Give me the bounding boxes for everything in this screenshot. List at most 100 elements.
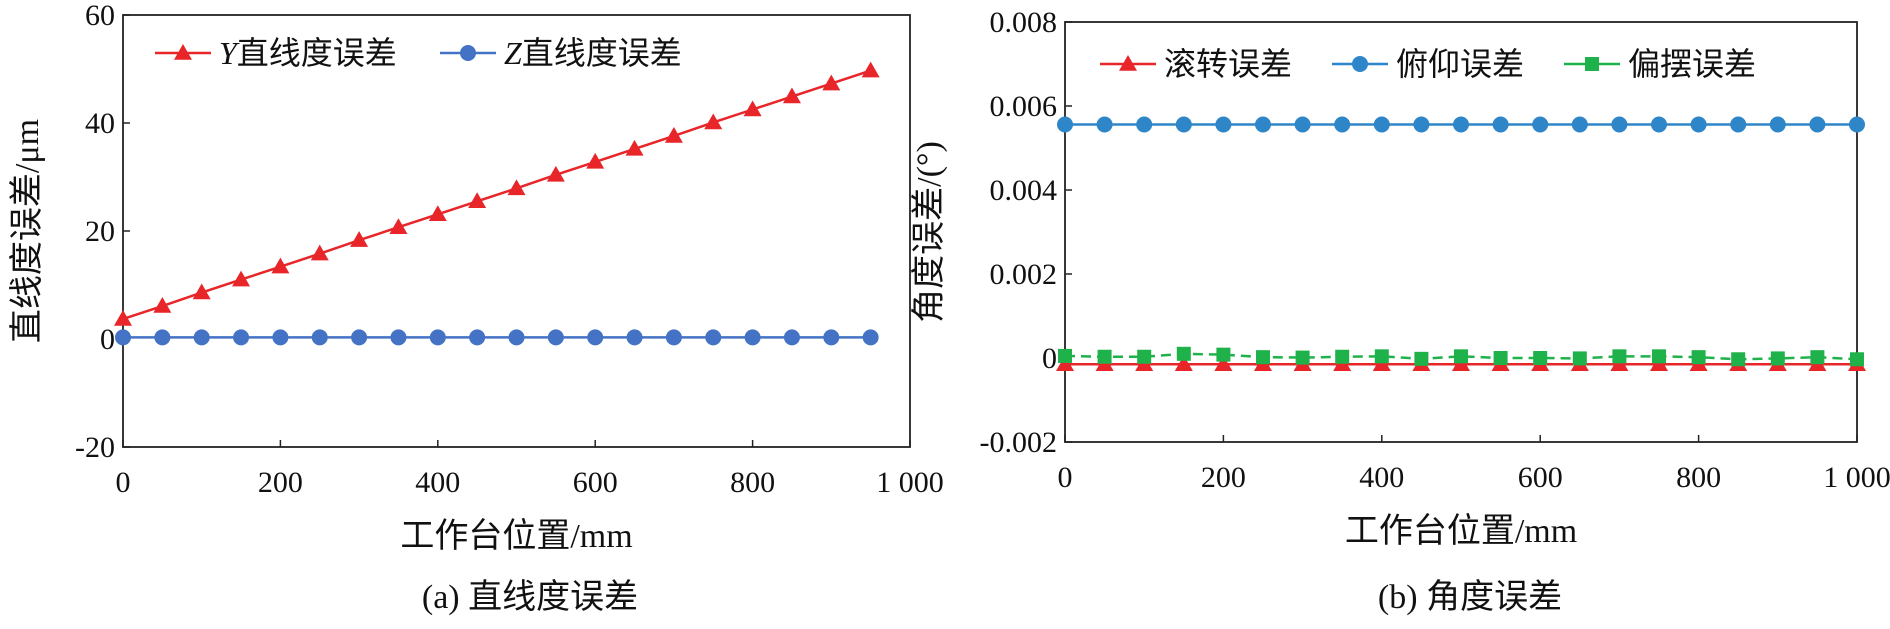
data-point bbox=[587, 329, 604, 346]
legend-marker bbox=[1352, 56, 1368, 72]
data-point bbox=[428, 205, 447, 222]
legend: 滚转误差 俯仰误差 偏摆误差 bbox=[1100, 46, 1756, 82]
data-point bbox=[1413, 116, 1430, 133]
data-point bbox=[1850, 352, 1864, 367]
data-point bbox=[507, 179, 526, 196]
data-point bbox=[272, 329, 289, 346]
data-point bbox=[586, 152, 605, 169]
data-point bbox=[1215, 116, 1232, 133]
y-tick-label: 0.002 bbox=[990, 258, 1058, 291]
chart-caption: (b) 角度误差 bbox=[1378, 578, 1562, 616]
data-point bbox=[1058, 348, 1072, 363]
data-point bbox=[1730, 116, 1747, 133]
series-1 bbox=[114, 61, 880, 326]
legend-marker bbox=[1119, 55, 1137, 71]
data-point bbox=[1374, 349, 1389, 364]
data-point bbox=[1373, 116, 1390, 133]
legend-marker bbox=[174, 44, 192, 60]
data-point bbox=[1453, 116, 1469, 133]
legend-label-rest: 直线度误差 bbox=[237, 35, 397, 71]
data-point bbox=[192, 283, 211, 300]
data-point bbox=[311, 329, 328, 346]
data-point bbox=[1214, 355, 1233, 372]
series-line bbox=[1064, 352, 1858, 361]
x-tick-label: 0 bbox=[116, 466, 131, 499]
data-point bbox=[1334, 116, 1351, 133]
data-point bbox=[193, 329, 210, 346]
x-tick-label: 800 bbox=[1676, 461, 1721, 494]
data-point bbox=[1056, 355, 1074, 372]
x-tick-label: 1 000 bbox=[876, 466, 944, 499]
series-3 bbox=[1058, 346, 1864, 367]
legend-marker bbox=[1585, 57, 1599, 71]
data-point bbox=[1335, 349, 1350, 364]
data-point bbox=[1533, 351, 1548, 365]
data-point bbox=[1810, 350, 1825, 365]
data-point bbox=[1097, 349, 1112, 364]
legend-label-italic: Y bbox=[219, 35, 240, 71]
y-tick-label: 40 bbox=[85, 107, 115, 140]
series-2 bbox=[115, 329, 879, 346]
x-axis-title: 工作台位置/mm bbox=[1345, 512, 1577, 550]
data-point bbox=[310, 244, 329, 261]
data-point bbox=[861, 61, 880, 78]
data-point bbox=[665, 329, 682, 346]
data-point bbox=[1532, 116, 1549, 133]
data-point bbox=[1651, 116, 1667, 133]
y-tick-label: -20 bbox=[75, 431, 115, 464]
chart-caption: (a) 直线度误差 bbox=[422, 578, 638, 616]
data-point bbox=[114, 310, 132, 326]
data-point bbox=[743, 100, 762, 117]
x-tick-label: 1 000 bbox=[1823, 461, 1890, 494]
y-tick-label: 0 bbox=[100, 323, 115, 356]
data-point bbox=[1256, 350, 1270, 365]
data-point bbox=[1216, 347, 1231, 362]
data-point bbox=[390, 329, 407, 346]
data-point bbox=[626, 329, 643, 346]
y-tick-label: 0 bbox=[1042, 342, 1057, 375]
y-tick-label: 0.004 bbox=[990, 174, 1058, 207]
data-point bbox=[1057, 116, 1073, 133]
data-point bbox=[508, 329, 525, 346]
data-point bbox=[783, 329, 800, 346]
data-point bbox=[232, 270, 251, 287]
legend-label: Y直线度误差 bbox=[219, 35, 397, 71]
legend-label: Z直线度误差 bbox=[504, 35, 682, 71]
data-point bbox=[1174, 355, 1193, 372]
y-tick-label: -0.002 bbox=[980, 426, 1058, 459]
legend-label: 偏摆误差 bbox=[1628, 46, 1756, 82]
data-point bbox=[546, 165, 565, 182]
x-tick-label: 600 bbox=[573, 466, 618, 499]
data-point bbox=[1175, 116, 1192, 133]
legend-label-rest: 直线度误差 bbox=[522, 35, 682, 71]
data-point bbox=[429, 329, 446, 346]
data-point bbox=[705, 329, 722, 346]
data-point bbox=[1255, 116, 1271, 133]
data-point bbox=[154, 329, 171, 346]
data-point bbox=[1849, 116, 1865, 133]
data-point bbox=[862, 329, 879, 346]
data-point bbox=[664, 126, 683, 143]
y-axis-title: 角度误差/(°) bbox=[910, 141, 948, 323]
data-point bbox=[1731, 352, 1746, 367]
data-point bbox=[271, 257, 290, 274]
data-point bbox=[1809, 116, 1826, 133]
legend-label: 滚转误差 bbox=[1164, 46, 1292, 82]
data-point bbox=[547, 329, 564, 346]
data-point bbox=[1769, 116, 1786, 133]
data-point bbox=[1690, 116, 1707, 133]
data-point bbox=[704, 113, 723, 130]
data-point bbox=[822, 74, 841, 91]
data-point bbox=[1414, 351, 1429, 366]
x-tick-label: 800 bbox=[730, 466, 775, 499]
data-point bbox=[744, 329, 761, 346]
data-point bbox=[1691, 350, 1706, 365]
data-point bbox=[823, 329, 840, 346]
data-point bbox=[782, 87, 801, 104]
data-point bbox=[1096, 116, 1113, 133]
series-line bbox=[122, 69, 872, 321]
y-axis-title: 直线度误差/μm bbox=[8, 119, 46, 343]
